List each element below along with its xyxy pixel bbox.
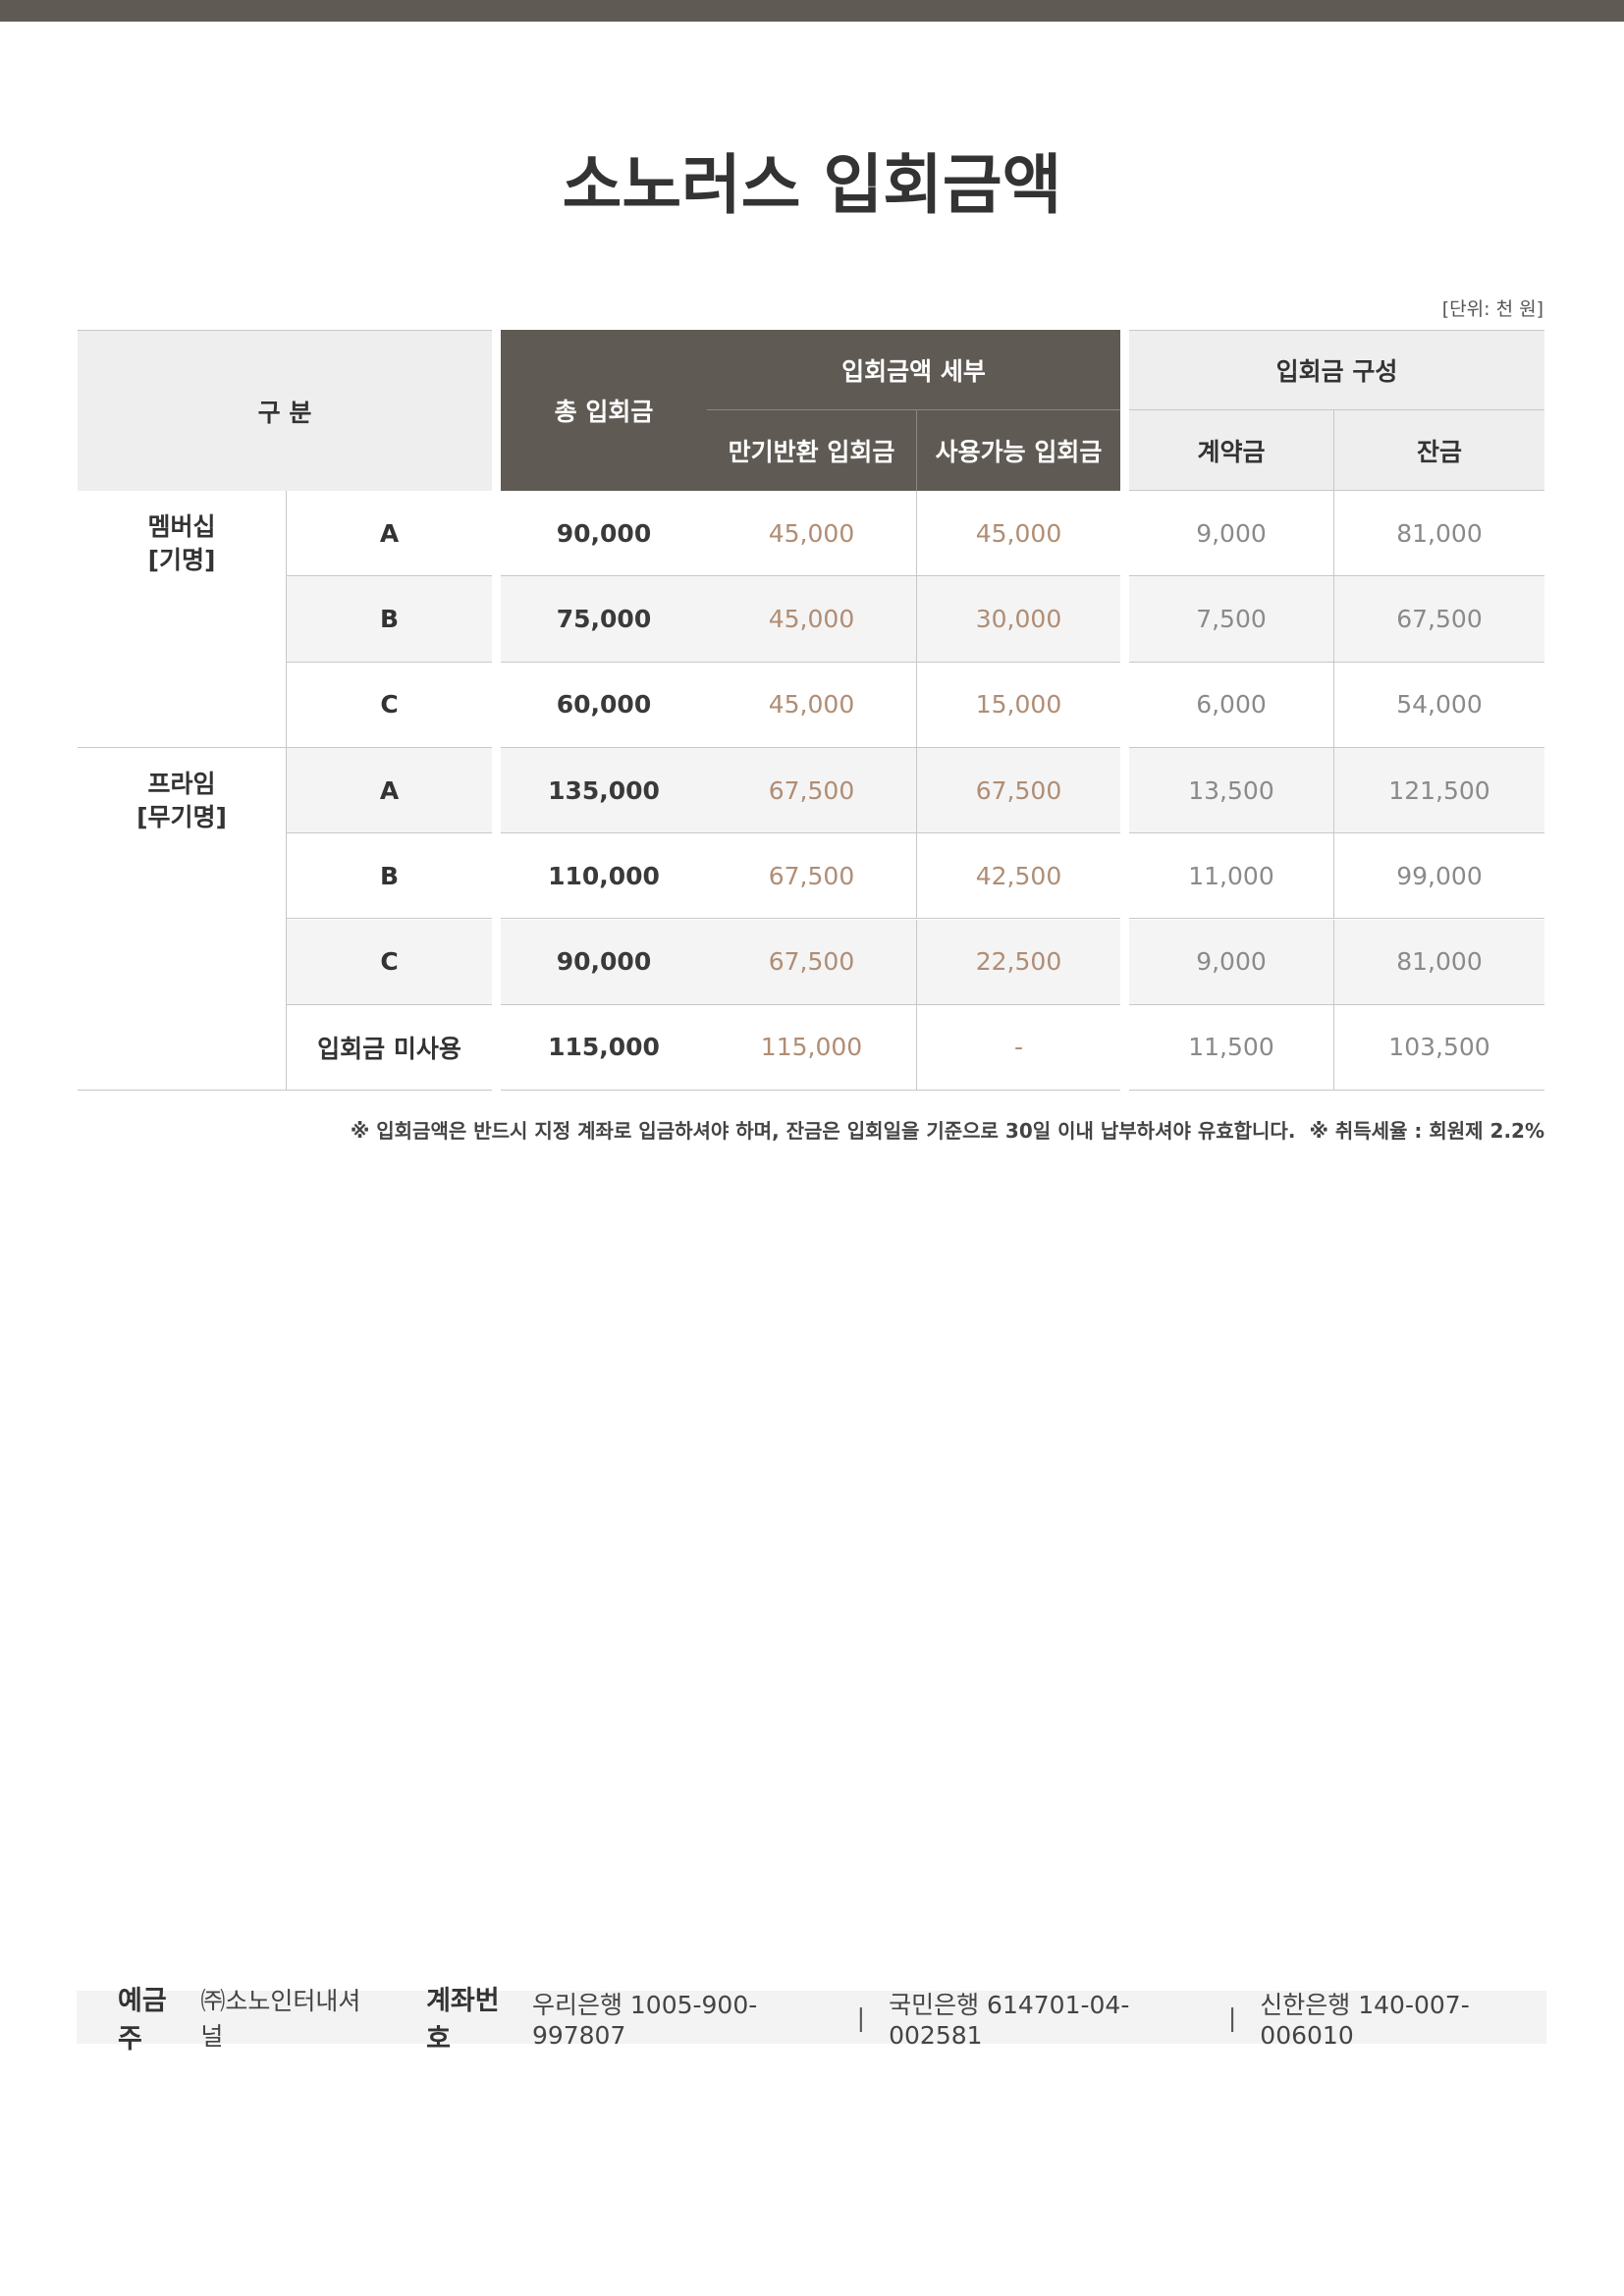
grade-cell: 입회금 미사용 — [287, 1004, 492, 1092]
value-cell: 45,000 — [707, 491, 917, 577]
value-cell: 42,500 — [917, 833, 1120, 920]
top-bar — [0, 0, 1624, 22]
value-cell: 67,500 — [707, 919, 917, 1005]
value-cell: 103,500 — [1334, 1004, 1544, 1092]
footer: 예금주 ㈜소노인터내셔널 계좌번호 우리은행 1005-900-997807 |… — [77, 1986, 1546, 2055]
header-cell: 계약금 — [1129, 410, 1334, 491]
value-cell: 67,500 — [917, 747, 1120, 834]
value-cell: 45,000 — [917, 491, 1120, 577]
group-cell: 멤버십 [기명] — [78, 491, 287, 748]
value-cell: 9,000 — [1129, 491, 1334, 577]
value-cell: 11,000 — [1129, 833, 1334, 920]
grade-cell: B — [287, 833, 492, 920]
group-label: 멤버십 — [147, 512, 216, 541]
value-cell: 54,000 — [1334, 662, 1544, 748]
separator: | — [1227, 2002, 1237, 2032]
value-cell: - — [917, 1004, 1120, 1092]
grade-cell: A — [287, 747, 492, 834]
value-cell: 7,500 — [1129, 576, 1334, 663]
value-cell: 75,000 — [501, 576, 707, 663]
value-cell: 81,000 — [1334, 919, 1544, 1005]
header-cell: 만기반환 입회금 — [707, 410, 917, 491]
header-cell: 총 입회금 — [501, 330, 707, 491]
note: ※ 취득세율 : 회원제 2.2% — [1309, 1119, 1544, 1143]
separator: | — [856, 2002, 866, 2032]
value-cell: 13,500 — [1129, 747, 1334, 834]
value-cell: 11,500 — [1129, 1004, 1334, 1092]
value-cell: 15,000 — [917, 662, 1120, 748]
header-cell: 사용가능 입회금 — [917, 410, 1120, 491]
value-cell: 121,500 — [1334, 747, 1544, 834]
grade-cell: A — [287, 491, 492, 577]
value-cell: 45,000 — [707, 662, 917, 748]
value-cell: 110,000 — [501, 833, 707, 920]
notes: ※ 입회금액은 반드시 지정 계좌로 입금하셔야 하며, 잔금은 입회일을 기준… — [351, 1115, 1544, 1144]
value-cell: 22,500 — [917, 919, 1120, 1005]
account: 신한은행 140-007-006010 — [1260, 1990, 1470, 2050]
value-cell: 30,000 — [917, 576, 1120, 663]
group-cell: 프라임 [무기명] — [78, 747, 287, 1092]
value-cell: 115,000 — [707, 1004, 917, 1092]
holder: ㈜소노인터내셔널 — [200, 1987, 361, 2051]
header-cell: 잔금 — [1334, 410, 1544, 491]
note: ※ 입회금액은 반드시 지정 계좌로 입금하셔야 하며, 잔금은 입회일을 기준… — [350, 1119, 1296, 1143]
grade-cell: C — [287, 662, 492, 748]
header-cell: 구 분 — [78, 330, 492, 491]
holder-label: 예금주 — [118, 1986, 167, 2055]
account: 우리은행 1005-900-997807 — [531, 1990, 758, 2050]
value-cell: 67,500 — [707, 747, 917, 834]
value-cell: 9,000 — [1129, 919, 1334, 1005]
value-cell: 60,000 — [501, 662, 707, 748]
value-cell: 115,000 — [501, 1004, 707, 1092]
grade-cell: B — [287, 576, 492, 663]
group-label: [기명] — [147, 546, 216, 574]
value-cell: 90,000 — [501, 491, 707, 577]
value-cell: 99,000 — [1334, 833, 1544, 920]
value-cell: 6,000 — [1129, 662, 1334, 748]
value-cell: 90,000 — [501, 919, 707, 1005]
header-cell: 입회금액 세부 — [707, 330, 1120, 410]
value-cell: 67,500 — [707, 833, 917, 920]
value-cell: 45,000 — [707, 576, 917, 663]
group-label: 프라임 — [147, 769, 216, 798]
header-cell: 입회금 구성 — [1129, 330, 1544, 410]
unit-label: [단위: 천 원] — [1441, 298, 1543, 320]
value-cell: 135,000 — [501, 747, 707, 834]
group-label: [무기명] — [136, 802, 227, 831]
title: 소노러스 입회금액 — [562, 147, 1062, 223]
value-cell: 81,000 — [1334, 491, 1544, 577]
value-cell: 67,500 — [1334, 576, 1544, 663]
account: 국민은행 614701-04-002581 — [889, 1990, 1130, 2050]
grade-cell: C — [287, 919, 492, 1005]
account-label: 계좌번호 — [426, 1986, 500, 2055]
